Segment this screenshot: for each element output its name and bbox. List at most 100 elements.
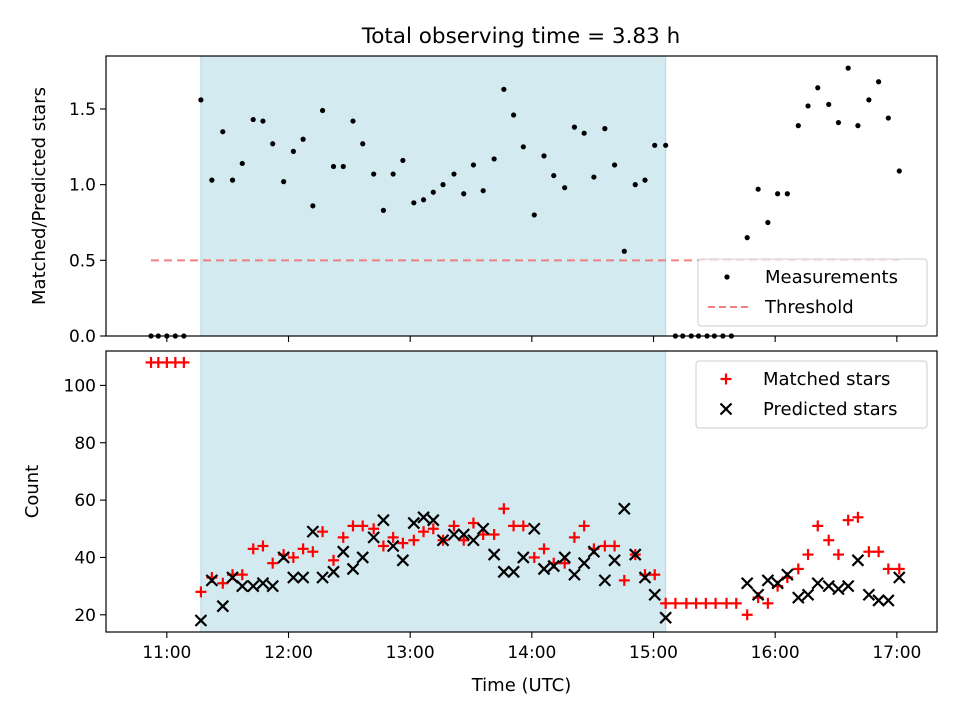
x-tick-label: 17:00 [872, 643, 921, 663]
predicted-star-point [277, 551, 290, 564]
y-tick-label: 40 [74, 548, 96, 568]
matched-star-point [609, 540, 621, 552]
predicted-star-point [386, 539, 400, 553]
predicted-star-point [822, 579, 835, 593]
predicted-star-point [476, 522, 490, 536]
measurement-point [281, 179, 287, 185]
bottom-axes-frame [105, 350, 938, 633]
measurement-point [340, 163, 346, 170]
matched-star-point [217, 577, 229, 589]
predicted-star-point [457, 528, 470, 541]
measurement-point [784, 191, 790, 197]
matched-star-point [669, 597, 681, 609]
predicted-star-point [377, 513, 390, 527]
measurement-point [290, 148, 296, 154]
predicted-star-point [638, 571, 652, 584]
predicted-star-point [327, 565, 340, 579]
predicted-star-point [558, 551, 571, 564]
measurement-point [380, 207, 387, 213]
matched-star-point [347, 520, 359, 532]
measurement-point [642, 177, 648, 183]
measurement-point [510, 112, 517, 118]
bottom-legend: Matched stars Predicted stars [695, 360, 928, 429]
predicted-star-point [346, 562, 360, 576]
matched-star-point [660, 597, 672, 609]
y-tick-label: 100 [64, 376, 96, 396]
measurement-point [260, 118, 266, 124]
matched-star-point [195, 586, 207, 598]
chart-title: Total observing time = 3.83 h [361, 24, 681, 49]
measurement-point [875, 79, 882, 85]
measurement-point [815, 85, 821, 91]
predicted-star-point [226, 571, 239, 584]
measurement-point [632, 182, 638, 188]
measurement-point [220, 129, 226, 135]
predicted-star-point [306, 525, 320, 538]
measurement-point [652, 142, 658, 148]
x-tick-label: 14:00 [507, 643, 556, 663]
matched-star-point [357, 520, 369, 532]
legend-threshold: Threshold [764, 297, 854, 318]
matched-star-point [467, 517, 479, 529]
observing-window-shade [200, 350, 667, 633]
measurement-point [541, 153, 547, 159]
measurement-point [571, 124, 578, 130]
predicted-star-point [801, 588, 815, 602]
matched-star-point [458, 534, 470, 546]
measurement-point [775, 191, 781, 197]
measurement-point [250, 116, 256, 123]
measurement-point [411, 200, 417, 206]
matched-star-point [287, 551, 299, 563]
predicted-star-point [427, 513, 440, 527]
measurement-point [531, 212, 537, 218]
predicted-star-point [618, 502, 631, 515]
matched-star-point [730, 597, 742, 609]
predicted-star-point [792, 591, 805, 604]
bottom-axes-ticks: 11:00 12:00 13:00 14:00 15:00 16:00 17:00 20 40 6… [64, 376, 922, 663]
matched-star-point [368, 523, 380, 535]
predicted-star-point [527, 522, 541, 536]
matched-star-point [690, 597, 702, 609]
predicted-star-point [577, 556, 591, 570]
predicted-star-point [781, 568, 794, 581]
matched-star-point [247, 543, 259, 555]
matched-star-point [599, 540, 611, 552]
matched-star-point [852, 511, 864, 523]
measurement-point [300, 136, 306, 142]
predicted-star-point [507, 565, 520, 579]
predicted-stars-points [194, 502, 906, 627]
measurement-point [501, 86, 507, 92]
top-legend: Measurements Threshold [697, 258, 928, 327]
predicted-star-point [811, 576, 825, 590]
measurement-point [795, 123, 801, 129]
predicted-star-point [648, 588, 662, 602]
matched-star-point [721, 597, 733, 609]
predicted-star-point [497, 565, 511, 579]
predicted-star-point [205, 574, 219, 587]
matched-star-point [762, 597, 774, 609]
measurement-point [491, 156, 497, 162]
measurement-point [239, 160, 245, 167]
top-axes-ticks: 0.0 0.5 1.0 1.5 [69, 100, 898, 347]
predicted-star-point [851, 554, 865, 567]
x-tick-label: 11:00 [142, 643, 191, 663]
measurement-point [390, 171, 396, 177]
measurement-point [805, 103, 811, 109]
predicted-star-point [832, 582, 845, 596]
predicted-star-point [356, 551, 369, 564]
predicted-star-point [316, 571, 329, 584]
matched-star-point [700, 597, 712, 609]
predicted-star-point [568, 568, 581, 581]
measurement-point [400, 157, 406, 164]
matched-star-point [498, 503, 510, 515]
predicted-star-point [587, 545, 601, 558]
matched-star-point [832, 549, 844, 561]
measurement-point [420, 197, 427, 203]
x-tick-label: 13:00 [386, 643, 435, 663]
y-tick-label: 20 [74, 606, 96, 626]
predicted-star-point [740, 576, 754, 590]
matched-star-point [236, 569, 248, 581]
measurement-point [229, 177, 236, 183]
matched-star-point [568, 531, 580, 543]
top-axes-frame [105, 55, 938, 337]
